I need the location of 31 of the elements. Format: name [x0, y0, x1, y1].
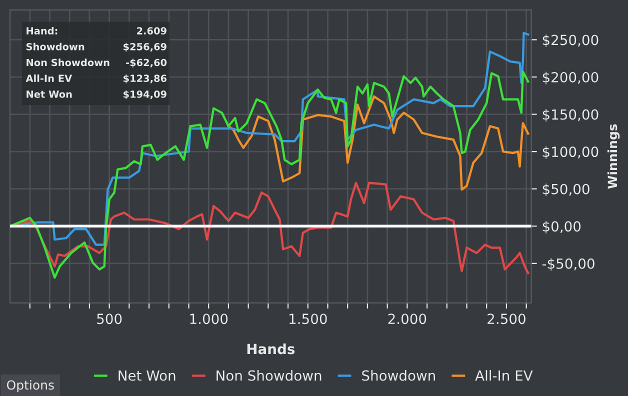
- y-tick-label: $0,00: [542, 220, 581, 234]
- x-tick-label: 500: [97, 314, 122, 324]
- y-tick-label: $100,00: [542, 146, 598, 159]
- annotation: Non Showdown: [26, 58, 110, 66]
- annotation: Hand:: [26, 26, 58, 34]
- y-tick-label: $150,00: [542, 109, 598, 122]
- text: Options: [6, 380, 54, 392]
- legend-label: All-In EV: [475, 370, 533, 381]
- annotation: -$62,60: [126, 58, 167, 68]
- x-tick-label: 1.000: [190, 314, 228, 324]
- y-axis-title: Winnings: [607, 124, 620, 189]
- annotation: 2.609: [137, 27, 166, 34]
- annotation: Net Won: [26, 90, 72, 98]
- x-axis-title: Hands: [247, 343, 295, 354]
- y-tick-label: $200,00: [542, 72, 598, 84]
- annotation: $256,69: [124, 42, 166, 52]
- y-tick-label: $50,00: [542, 184, 590, 196]
- legend-label: Showdown: [362, 370, 435, 381]
- y-tick-label: $250,00: [542, 34, 598, 48]
- annotation: $123,86: [124, 74, 167, 84]
- y-tick-label: -$50,00: [542, 258, 594, 271]
- legend-label: Non Showdown: [216, 370, 322, 381]
- annotation: Showdown: [26, 42, 84, 50]
- legend-label: Net Won: [118, 370, 176, 381]
- line-series: [227, 95, 530, 191]
- x-tick-label: 2.500: [488, 314, 526, 324]
- annotation: All-In EV: [26, 74, 72, 82]
- line-series: [10, 70, 530, 279]
- annotation: $194,09: [124, 90, 166, 100]
- x-tick-label: 2.000: [388, 314, 426, 324]
- x-tick-label: 1.500: [290, 314, 327, 324]
